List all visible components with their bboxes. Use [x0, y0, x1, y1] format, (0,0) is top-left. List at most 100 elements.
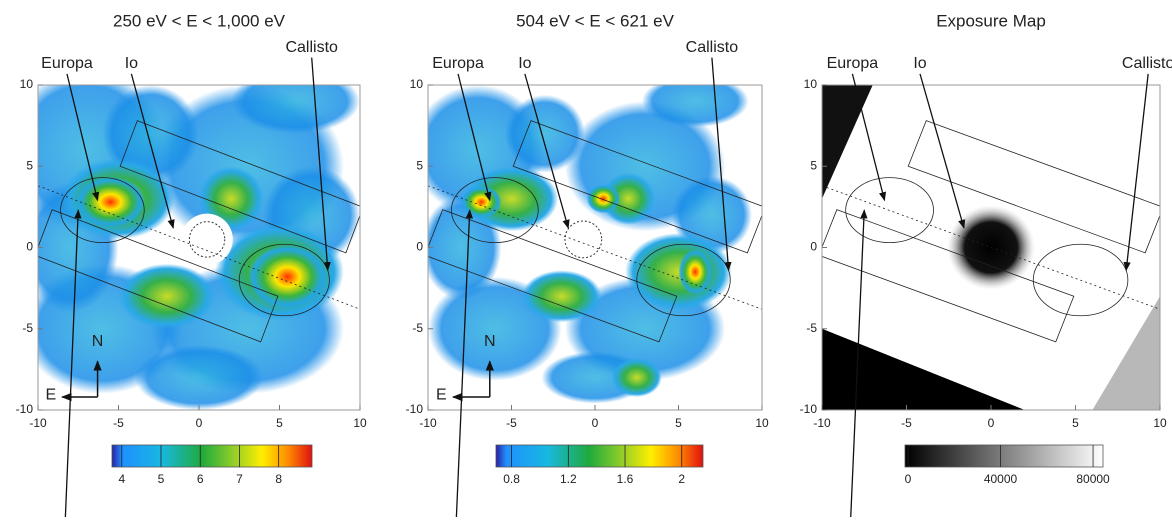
callisto-region — [636, 243, 731, 317]
map-blob — [247, 244, 328, 310]
annotation: Callisto — [686, 39, 739, 56]
compass-label: E — [46, 387, 57, 404]
extraction-box — [822, 209, 1075, 343]
x-tick-label: 0 — [196, 416, 203, 430]
map-blob — [641, 85, 749, 128]
annotation-arrow — [851, 73, 887, 202]
map-blob — [461, 185, 502, 219]
colorbar-tick-label: 6 — [197, 472, 204, 486]
annotation-arrow — [130, 73, 175, 229]
map-blob — [231, 85, 360, 134]
colorbar — [495, 444, 704, 468]
io-hole — [181, 213, 233, 266]
map-blob — [625, 232, 732, 311]
x-tick-label: 0 — [592, 416, 599, 430]
x-tick-label: -5 — [506, 416, 517, 430]
y-tick-label: -5 — [806, 321, 817, 335]
map-blob — [118, 263, 216, 329]
x-tick-label: 5 — [675, 416, 682, 430]
annotation-arrow — [919, 73, 966, 229]
colorbar-tick-label: 8 — [275, 472, 282, 486]
map-blob — [678, 249, 712, 295]
callisto-region — [1032, 243, 1129, 317]
x-tick-label: -5 — [901, 416, 912, 430]
annotation-arrow — [455, 209, 474, 518]
annotation: Io — [518, 55, 531, 72]
chart-title: 504 eV < E < 621 eV — [516, 11, 675, 30]
extraction-box — [907, 120, 1160, 254]
map-blob — [75, 176, 146, 228]
y-tick-label: 10 — [20, 77, 34, 91]
y-tick-label: 0 — [810, 240, 817, 254]
colorbar-tick-label: 40000 — [984, 472, 1018, 486]
y-tick-label: 5 — [810, 158, 817, 172]
exposure-dark — [822, 328, 1025, 410]
map-blob — [504, 94, 585, 173]
map-blob — [521, 270, 602, 323]
overlay — [822, 120, 1160, 343]
io-hole — [556, 212, 611, 267]
annotation: Callisto — [1122, 55, 1172, 72]
y-tick-label: -5 — [22, 321, 33, 335]
x-tick-label: 5 — [276, 416, 283, 430]
map-blob — [586, 184, 621, 214]
y-tick-label: 0 — [26, 240, 33, 254]
exposure-edge — [1092, 296, 1160, 410]
orbit-line — [428, 185, 762, 310]
colorbar — [111, 444, 313, 468]
x-tick-label: 10 — [353, 416, 367, 430]
y-tick-label: 5 — [416, 158, 423, 172]
annotation-arrow — [311, 57, 331, 272]
x-tick-label: 10 — [1153, 416, 1167, 430]
x-tick-label: -10 — [813, 416, 831, 430]
colorbar-tick-label: 1.6 — [617, 472, 634, 486]
extraction-box — [512, 120, 762, 254]
annotation: Europa — [41, 55, 93, 72]
map-blob — [601, 172, 656, 225]
y-tick-label: 10 — [804, 77, 818, 91]
extraction-box — [38, 209, 279, 343]
map-blob — [134, 345, 264, 410]
colorbar-tick-label: 0 — [905, 472, 912, 486]
annotation-arrow — [850, 209, 868, 518]
annotation-arrow — [524, 73, 570, 229]
annotation-arrow — [457, 73, 492, 202]
overlay — [38, 120, 360, 343]
map-image — [428, 85, 752, 404]
x-tick-label: -5 — [113, 416, 124, 430]
exposure-dark — [822, 85, 873, 199]
annotation: Europa — [432, 55, 484, 72]
panel: Exposure Map -10 -5 0 5 10 -10 -5 0 5 10 0 40000 8000… — [800, 11, 1172, 522]
x-tick-label: -10 — [419, 416, 437, 430]
x-tick-label: 5 — [1072, 416, 1079, 430]
compass-label: N — [484, 333, 496, 350]
colorbar-tick-label: 0.8 — [503, 472, 520, 486]
map-blob — [611, 358, 662, 397]
annotation-arrow — [64, 209, 82, 518]
map-image — [38, 85, 360, 410]
compass-label: E — [436, 387, 447, 404]
annotation: Io — [913, 55, 926, 72]
colorbar-tick-label: 1.2 — [560, 472, 577, 486]
annotation-arrow — [66, 73, 100, 202]
annotation: Europa — [827, 55, 879, 72]
panel: 504 eV < E < 621 eV -10 -5 0 5 10 -10 -5 0 5 10 0.8… — [406, 11, 769, 522]
annotation-arrow — [1123, 73, 1149, 272]
map-blob — [102, 85, 199, 183]
y-tick-label: 0 — [416, 240, 423, 254]
europa-region — [845, 177, 934, 244]
map-image — [822, 85, 1160, 410]
overlay — [428, 120, 762, 343]
map-blob — [947, 205, 1035, 290]
extraction-box — [119, 120, 360, 254]
x-tick-label: 10 — [755, 416, 769, 430]
y-tick-label: -5 — [412, 321, 423, 335]
colorbar-tick-label: 80000 — [1076, 472, 1110, 486]
x-tick-label: 0 — [988, 416, 995, 430]
annotation-arrow — [711, 57, 732, 272]
y-tick-label: -10 — [800, 402, 818, 416]
colorbar — [904, 444, 1104, 468]
chart-title: Exposure Map — [936, 11, 1046, 30]
colorbar-tick-label: 7 — [236, 472, 243, 486]
